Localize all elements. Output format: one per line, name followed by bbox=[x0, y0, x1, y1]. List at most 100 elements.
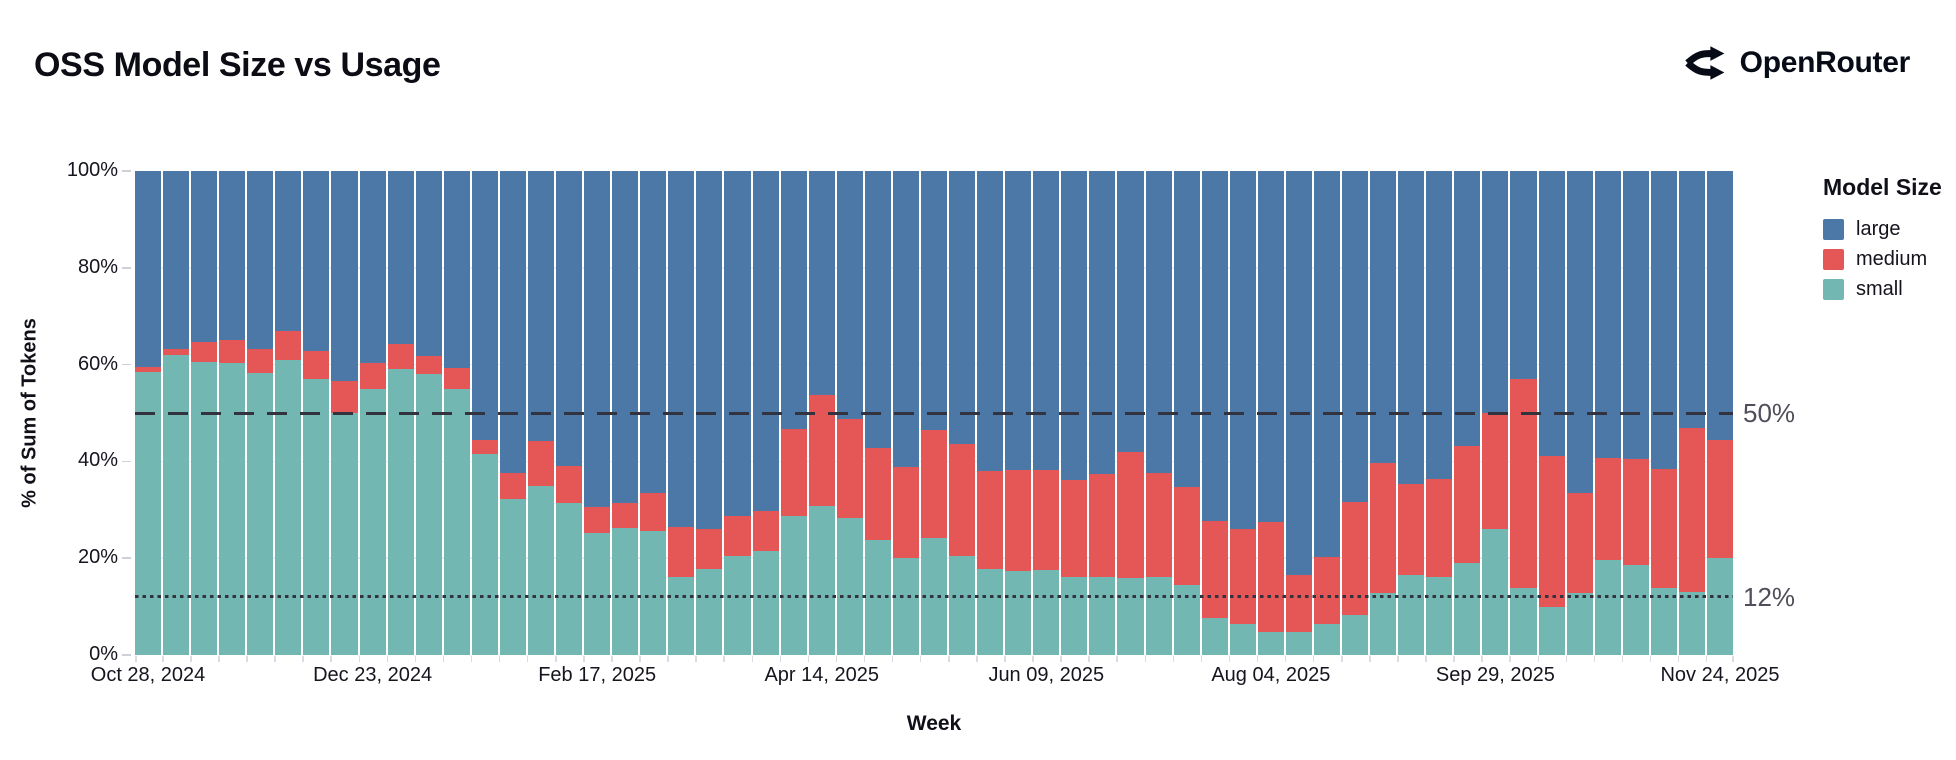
bar-segment-medium[interactable] bbox=[1678, 428, 1705, 592]
bar-week-2025-10-13[interactable] bbox=[1538, 171, 1565, 655]
bar-week-2025-11-24[interactable] bbox=[1706, 171, 1733, 655]
bar-segment-large[interactable] bbox=[1257, 171, 1284, 523]
bar-segment-small[interactable] bbox=[1454, 563, 1481, 655]
bar-segment-large[interactable] bbox=[836, 171, 863, 420]
bar-segment-large[interactable] bbox=[892, 171, 919, 467]
bar-segment-medium[interactable] bbox=[920, 430, 948, 538]
bar-segment-medium[interactable] bbox=[836, 419, 863, 518]
bar-week-2025-03-24[interactable] bbox=[724, 171, 751, 655]
bar-segment-medium[interactable] bbox=[780, 428, 807, 516]
bar-segment-small[interactable] bbox=[1706, 558, 1733, 655]
bar-segment-medium[interactable] bbox=[977, 471, 1004, 570]
bar-segment-small[interactable] bbox=[1285, 631, 1312, 655]
bar-segment-large[interactable] bbox=[1566, 171, 1593, 493]
bar-segment-large[interactable] bbox=[1678, 171, 1705, 428]
bar-segment-medium[interactable] bbox=[527, 441, 555, 487]
bar-segment-small[interactable] bbox=[836, 517, 863, 655]
bar-segment-small[interactable] bbox=[303, 378, 330, 655]
bar-week-2024-12-16[interactable] bbox=[331, 171, 358, 655]
bar-segment-small[interactable] bbox=[247, 372, 274, 655]
bar-segment-small[interactable] bbox=[1201, 618, 1228, 655]
bar-week-2025-08-04[interactable] bbox=[1257, 171, 1284, 655]
bar-segment-large[interactable] bbox=[1313, 171, 1340, 558]
bar-segment-small[interactable] bbox=[1061, 576, 1088, 655]
bar-segment-medium[interactable] bbox=[1510, 378, 1537, 589]
bar-segment-large[interactable] bbox=[920, 171, 948, 431]
bar-segment-medium[interactable] bbox=[1370, 462, 1397, 594]
bar-week-2025-07-28[interactable] bbox=[1229, 171, 1256, 655]
bar-segment-large[interactable] bbox=[1089, 171, 1116, 474]
bar-segment-large[interactable] bbox=[949, 171, 976, 445]
bar-segment-medium[interactable] bbox=[499, 472, 526, 500]
bar-segment-small[interactable] bbox=[752, 550, 779, 655]
bar-week-2025-10-20[interactable] bbox=[1566, 171, 1593, 655]
bar-segment-medium[interactable] bbox=[892, 466, 919, 559]
bar-segment-medium[interactable] bbox=[163, 348, 190, 355]
bar-segment-small[interactable] bbox=[1678, 591, 1705, 655]
bar-week-2025-06-30[interactable] bbox=[1117, 171, 1144, 655]
bar-segment-medium[interactable] bbox=[443, 367, 470, 390]
bar-segment-medium[interactable] bbox=[1594, 458, 1621, 560]
bar-segment-large[interactable] bbox=[1454, 171, 1481, 447]
bar-segment-small[interactable] bbox=[1229, 623, 1256, 655]
bar-segment-large[interactable] bbox=[387, 171, 414, 344]
bar-segment-small[interactable] bbox=[1005, 571, 1032, 655]
bar-week-2025-09-15[interactable] bbox=[1426, 171, 1453, 655]
bar-segment-large[interactable] bbox=[724, 171, 751, 517]
bar-week-2024-10-28[interactable] bbox=[135, 171, 162, 655]
bar-segment-medium[interactable] bbox=[1201, 521, 1228, 619]
bar-week-2025-07-07[interactable] bbox=[1145, 171, 1172, 655]
bar-segment-medium[interactable] bbox=[1173, 487, 1200, 585]
bar-segment-large[interactable] bbox=[668, 171, 695, 528]
bar-segment-small[interactable] bbox=[1089, 577, 1116, 655]
bar-segment-medium[interactable] bbox=[247, 348, 274, 373]
bar-week-2025-01-06[interactable] bbox=[415, 171, 442, 655]
legend-item-small[interactable]: small bbox=[1823, 278, 1942, 301]
bar-segment-small[interactable] bbox=[892, 558, 919, 655]
bar-segment-large[interactable] bbox=[1229, 171, 1256, 530]
bar-week-2025-03-03[interactable] bbox=[640, 171, 667, 655]
bar-segment-large[interactable] bbox=[1426, 171, 1453, 479]
bar-segment-large[interactable] bbox=[1622, 171, 1649, 460]
bar-segment-small[interactable] bbox=[1510, 588, 1537, 655]
bar-week-2025-03-10[interactable] bbox=[668, 171, 695, 655]
bar-segment-medium[interactable] bbox=[584, 506, 611, 533]
bar-segment-small[interactable] bbox=[499, 499, 526, 655]
bar-segment-small[interactable] bbox=[1398, 574, 1425, 655]
bar-segment-large[interactable] bbox=[1538, 171, 1565, 457]
bar-segment-medium[interactable] bbox=[1426, 478, 1453, 577]
bar-segment-medium[interactable] bbox=[668, 527, 695, 577]
bar-segment-large[interactable] bbox=[163, 171, 190, 349]
bar-segment-medium[interactable] bbox=[415, 355, 442, 375]
bar-segment-small[interactable] bbox=[331, 412, 358, 655]
bar-segment-medium[interactable] bbox=[1454, 446, 1481, 564]
bar-segment-large[interactable] bbox=[1145, 171, 1172, 473]
bar-segment-medium[interactable] bbox=[724, 516, 751, 556]
bar-week-2025-08-11[interactable] bbox=[1285, 171, 1312, 655]
bar-segment-medium[interactable] bbox=[1398, 483, 1425, 575]
bar-week-2025-02-24[interactable] bbox=[612, 171, 639, 655]
bar-segment-medium[interactable] bbox=[1538, 456, 1565, 607]
bar-segment-large[interactable] bbox=[1650, 171, 1677, 470]
bar-segment-small[interactable] bbox=[471, 454, 498, 655]
bar-segment-large[interactable] bbox=[1173, 171, 1200, 488]
bar-segment-medium[interactable] bbox=[275, 330, 302, 361]
bar-segment-large[interactable] bbox=[303, 171, 330, 351]
bar-segment-large[interactable] bbox=[1201, 171, 1228, 522]
bar-segment-small[interactable] bbox=[612, 528, 639, 655]
bar-segment-medium[interactable] bbox=[219, 340, 246, 363]
bar-segment-large[interactable] bbox=[1370, 171, 1397, 463]
bar-segment-small[interactable] bbox=[1566, 593, 1593, 655]
bar-week-2025-01-20[interactable] bbox=[471, 171, 498, 655]
bar-week-2024-12-30[interactable] bbox=[387, 171, 414, 655]
bar-week-2025-09-22[interactable] bbox=[1454, 171, 1481, 655]
bar-segment-large[interactable] bbox=[275, 171, 302, 331]
bar-week-2025-02-03[interactable] bbox=[527, 171, 555, 655]
bar-week-2025-09-08[interactable] bbox=[1398, 171, 1425, 655]
bar-segment-small[interactable] bbox=[359, 389, 386, 655]
bar-segment-large[interactable] bbox=[752, 171, 779, 512]
bar-segment-small[interactable] bbox=[1033, 570, 1060, 655]
bar-week-2025-01-27[interactable] bbox=[499, 171, 526, 655]
bar-segment-small[interactable] bbox=[443, 389, 470, 655]
bar-week-2024-12-23[interactable] bbox=[359, 171, 386, 655]
